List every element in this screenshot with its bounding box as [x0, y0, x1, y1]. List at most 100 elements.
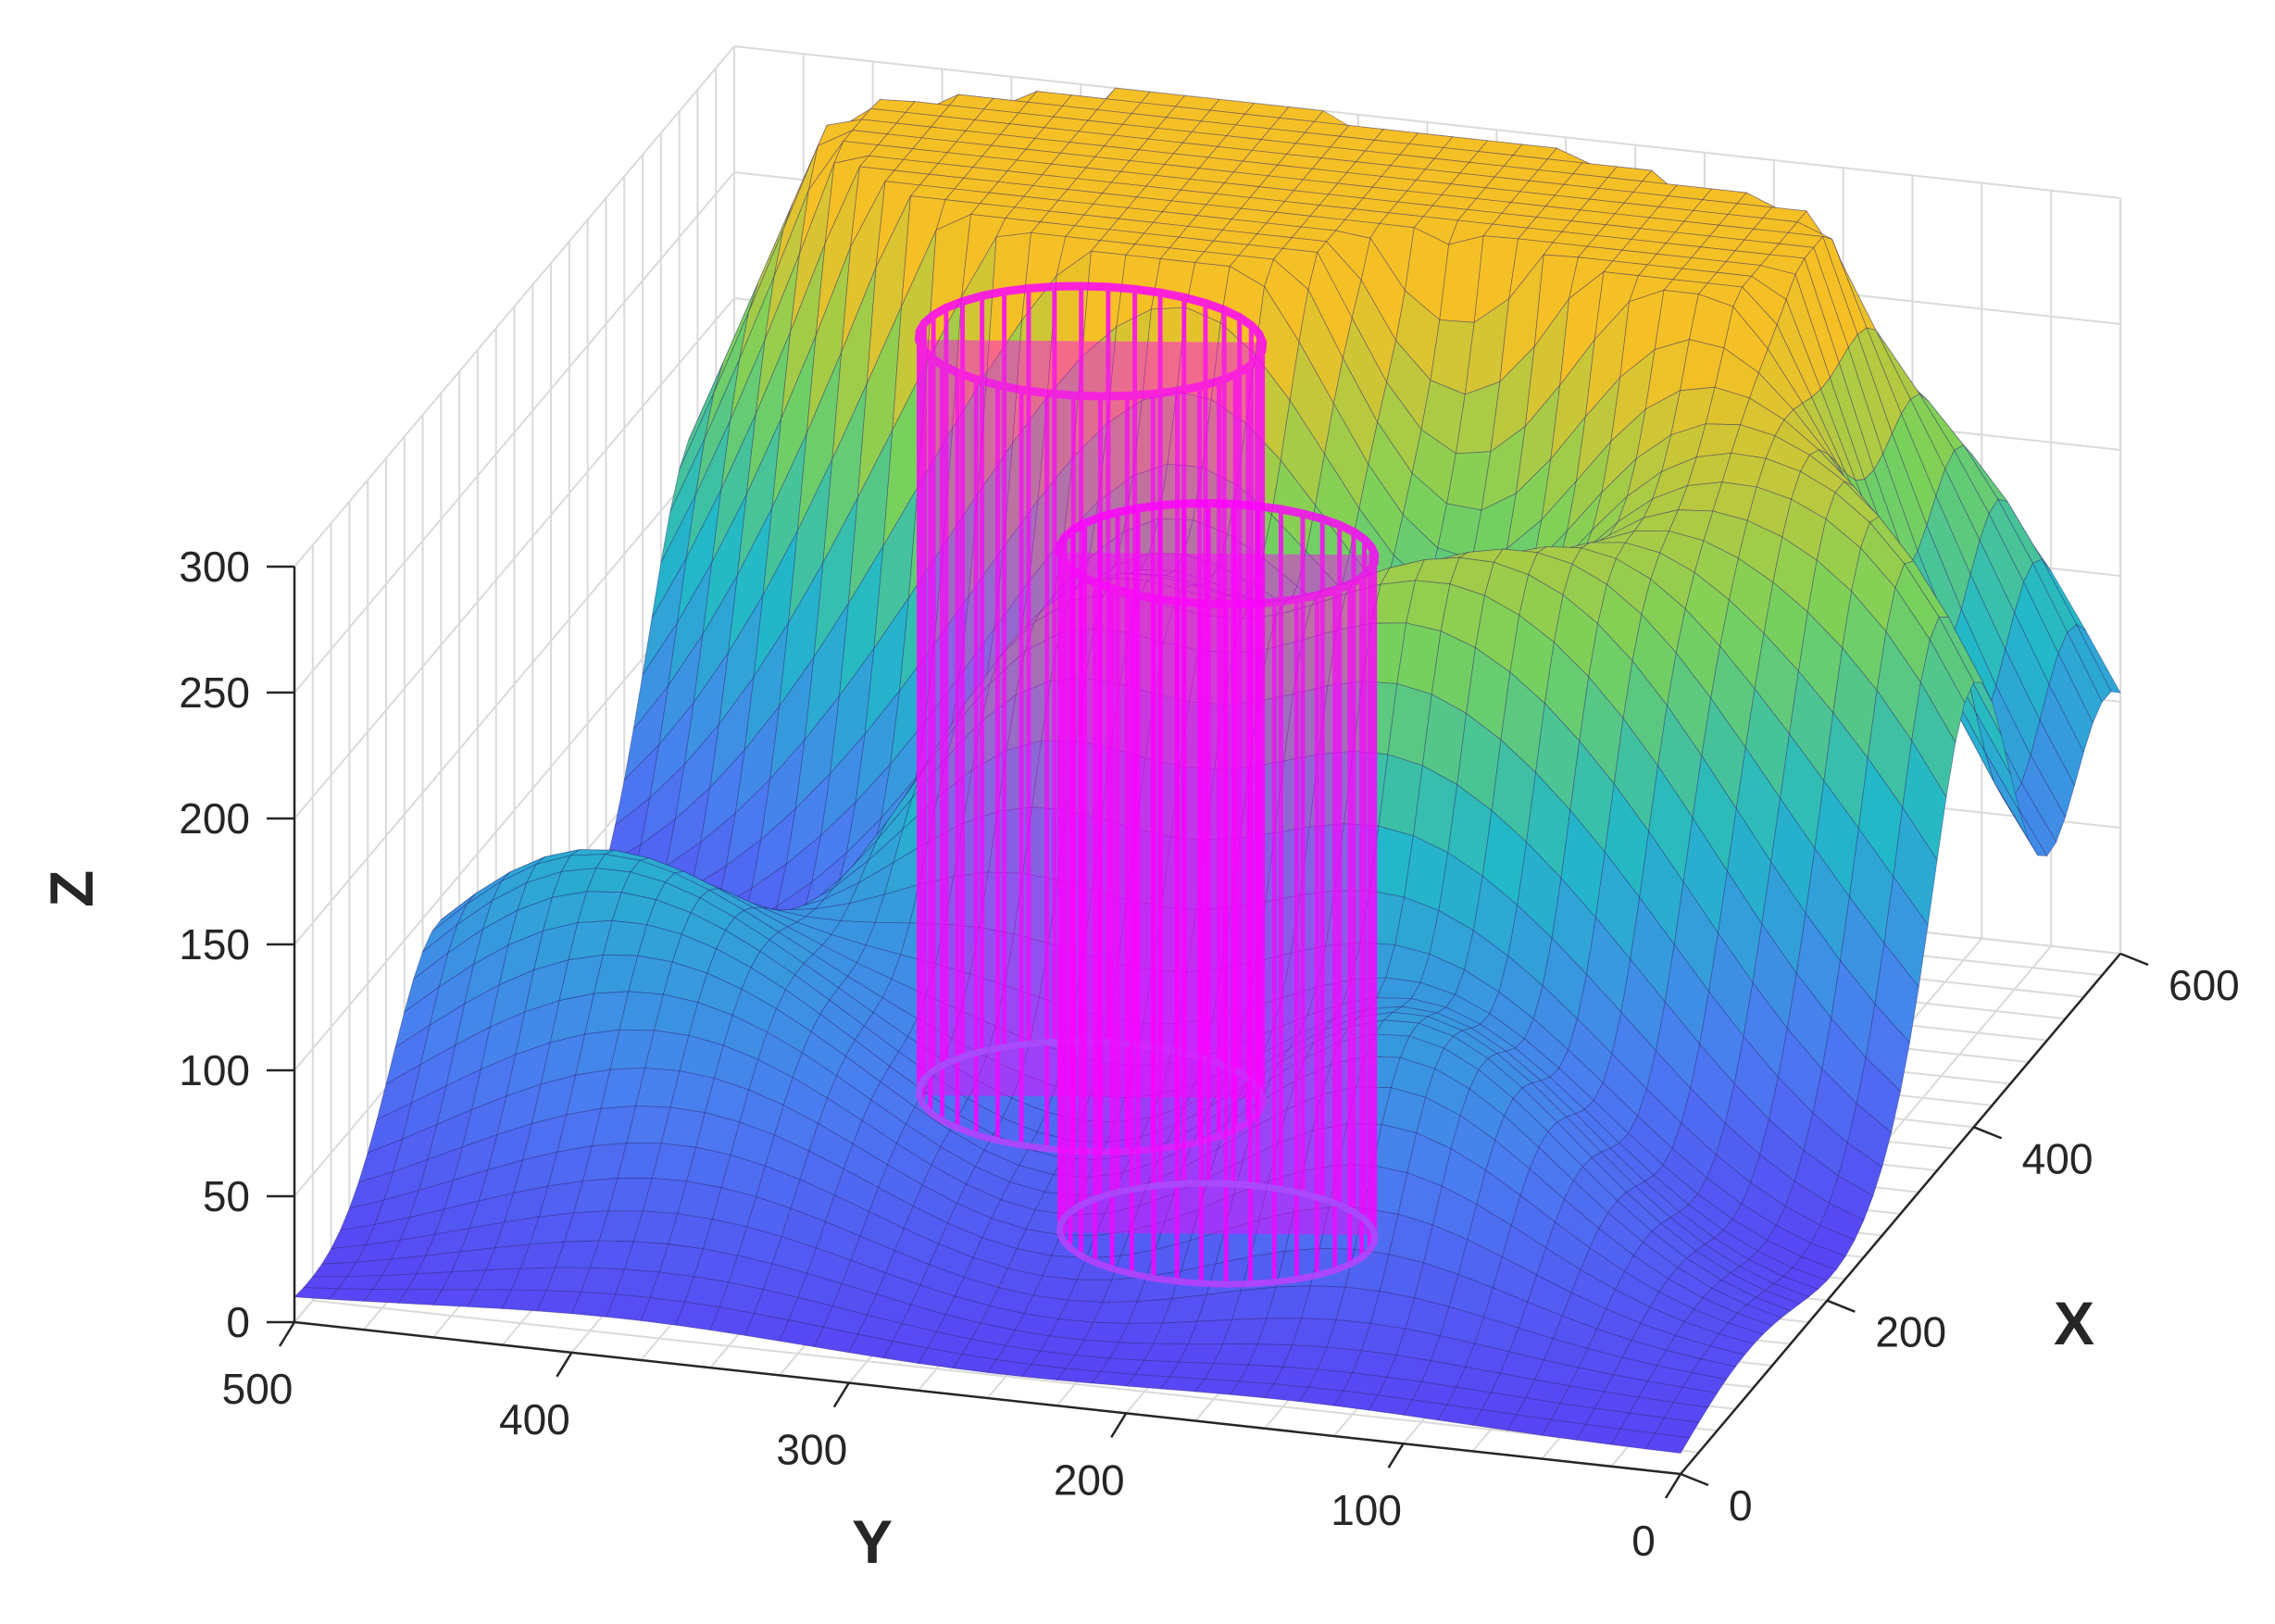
surface-patch	[1709, 1333, 1755, 1355]
z-tick-label: 0	[226, 1298, 250, 1346]
surface-patch	[1719, 599, 1765, 690]
surface-patch	[1561, 1292, 1607, 1330]
surface-patch	[1411, 1381, 1457, 1405]
surface-patch	[1767, 323, 1813, 404]
x-tick-label: 200	[1875, 1308, 1946, 1356]
surface-patch	[1328, 182, 1373, 199]
y-tick-mark	[1664, 1473, 1682, 1499]
surface-patch	[1396, 622, 1442, 695]
surface-patch	[1402, 1399, 1448, 1421]
surface-patch	[2031, 558, 2078, 633]
surface-patch	[1106, 87, 1151, 104]
surface-patch	[1789, 669, 1834, 782]
surface-patch	[1715, 1122, 1761, 1183]
surface-patch	[2005, 611, 2050, 722]
surface-patch	[1247, 1343, 1294, 1368]
surface-patch	[919, 1264, 965, 1297]
surface-patch	[1031, 1350, 1076, 1369]
surface-patch	[1708, 931, 1754, 1038]
surface-patch	[926, 1330, 972, 1355]
surface-patch	[1704, 1237, 1750, 1268]
surface-patch	[1255, 285, 1300, 402]
surface-patch	[1406, 580, 1451, 632]
surface-patch	[1159, 247, 1206, 264]
surface-patch	[1459, 161, 1505, 178]
surface-patch	[1410, 981, 1456, 1008]
obstacle-layer	[914, 281, 1380, 1288]
surface-patch	[1842, 590, 1887, 692]
surface-patch	[961, 214, 1006, 297]
surface-patch	[1439, 235, 1484, 323]
surface-patch	[870, 1081, 916, 1125]
surface-patch	[1465, 1343, 1510, 1374]
obstacle-cylinder	[1056, 498, 1380, 1288]
surface-patch	[2011, 781, 2057, 857]
surface-patch	[383, 1158, 429, 1201]
surface-patch	[1650, 552, 1695, 610]
surface-patch	[1386, 339, 1431, 431]
surface-patch	[1801, 1243, 1846, 1270]
surface-patch	[1482, 223, 1529, 240]
surface-patch	[1926, 494, 1971, 611]
surface-patch	[1170, 189, 1217, 206]
surface-patch	[1759, 1118, 1805, 1182]
surface-patch	[1657, 704, 1703, 819]
surface-patch	[1528, 552, 1573, 596]
surface-patch	[1009, 1165, 1055, 1193]
surface-patch	[1857, 756, 1904, 878]
surface-patch	[1599, 518, 1644, 542]
surface-patch	[1832, 646, 1878, 759]
surface-patch	[1418, 1016, 1464, 1037]
surface-patch	[1081, 250, 1127, 358]
x-tick-label: 0	[1729, 1481, 1753, 1530]
y-tick-mark	[278, 1321, 296, 1347]
surface-patch	[1317, 241, 1362, 319]
surface-patch	[1611, 1011, 1656, 1090]
surface-patch	[777, 926, 823, 956]
surface-patch	[1735, 746, 1781, 864]
surface-patch	[1580, 542, 1626, 559]
y-tick-mark	[1110, 1412, 1128, 1439]
surface-patch	[1900, 398, 1946, 497]
surface-patch	[963, 1256, 1008, 1289]
surface-patch	[1456, 1366, 1501, 1393]
surface-patch	[1317, 1346, 1362, 1374]
surface-patch	[1006, 1248, 1053, 1277]
y-axis-line	[294, 1320, 1681, 1476]
surface-patch	[1456, 712, 1502, 812]
surface-patch	[1431, 631, 1476, 715]
surface-patch	[2030, 718, 2075, 818]
x-tick-label: 400	[2022, 1134, 2094, 1182]
surface-patch	[775, 989, 821, 1032]
grid-line	[294, 297, 735, 819]
surface-patch	[1125, 1373, 1171, 1390]
surface-patch	[1979, 512, 2024, 614]
x-tick-mark	[1680, 1472, 1709, 1487]
surface-patch	[948, 94, 994, 110]
surface-patch	[929, 1243, 974, 1278]
surface-patch	[1326, 1319, 1371, 1352]
surface-patch	[1919, 394, 1965, 452]
surface-patch	[910, 1284, 956, 1316]
surface-patch	[817, 119, 863, 147]
surface-patch	[911, 137, 957, 154]
surface-patch	[935, 1314, 981, 1340]
surface-patch	[1423, 1224, 1469, 1275]
surface-patch	[1566, 440, 1612, 532]
surface-patch	[586, 868, 631, 893]
surface-patch	[1421, 693, 1468, 786]
surface-patch	[1256, 222, 1302, 239]
surface-patch	[1663, 1402, 1709, 1423]
surface-patch	[1821, 1017, 1867, 1105]
surface-patch	[1846, 1103, 1893, 1168]
surface-patch	[1508, 238, 1554, 301]
surface-patch	[1273, 1366, 1319, 1388]
surface-patch	[1647, 1365, 1693, 1388]
z-tick-label: 150	[179, 920, 250, 968]
surface-patch	[1302, 168, 1348, 184]
y-tick-label: 400	[499, 1395, 570, 1443]
surface-patch	[1388, 1213, 1433, 1264]
surface-patch	[693, 1248, 739, 1283]
grid-line	[294, 171, 735, 693]
